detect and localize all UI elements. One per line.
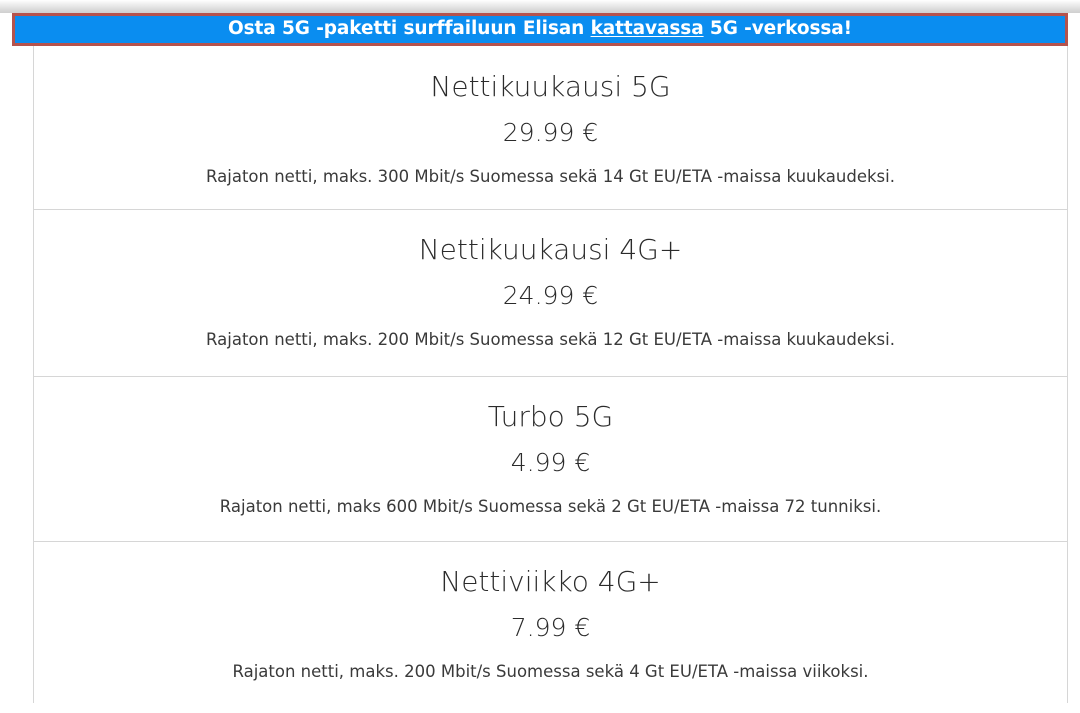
product-description: Rajaton netti, maks. 300 Mbit/s Suomessa…: [206, 167, 895, 186]
product-title: Nettikuukausi 5G: [430, 70, 671, 103]
promo-banner-link[interactable]: kattavassa: [590, 18, 704, 40]
product-price: 4.99 €: [510, 448, 591, 477]
product-list: Nettikuukausi 5G 29.99 € Rajaton netti, …: [34, 47, 1067, 703]
product-card[interactable]: Turbo 5G 4.99 € Rajaton netti, maks 600 …: [34, 377, 1067, 542]
product-description: Rajaton netti, maks. 200 Mbit/s Suomessa…: [206, 330, 895, 349]
product-description: Rajaton netti, maks 600 Mbit/s Suomessa …: [219, 497, 882, 516]
product-card[interactable]: Nettiviikko 4G+ 7.99 € Rajaton netti, ma…: [34, 542, 1067, 703]
promo-banner-text-after: 5G -verkossa!: [703, 18, 853, 40]
product-price: 29.99 €: [502, 118, 599, 147]
product-title: Turbo 5G: [487, 400, 614, 433]
product-price: 24.99 €: [502, 281, 599, 310]
product-title: Nettiviikko 4G+: [440, 565, 661, 598]
product-description: Rajaton netti, maks. 200 Mbit/s Suomessa…: [232, 662, 869, 681]
product-card[interactable]: Nettikuukausi 5G 29.99 € Rajaton netti, …: [34, 47, 1067, 210]
promo-banner-text: Osta 5G -paketti surffailuun Elisan katt…: [228, 20, 852, 39]
product-price: 7.99 €: [510, 613, 591, 642]
promo-banner-text-before: Osta 5G -paketti surffailuun Elisan: [227, 18, 591, 40]
promo-banner[interactable]: Osta 5G -paketti surffailuun Elisan katt…: [12, 13, 1068, 46]
top-gradient-strip: [0, 0, 1080, 13]
product-card[interactable]: Nettikuukausi 4G+ 24.99 € Rajaton netti,…: [34, 210, 1067, 377]
product-title: Nettikuukausi 4G+: [418, 233, 683, 266]
